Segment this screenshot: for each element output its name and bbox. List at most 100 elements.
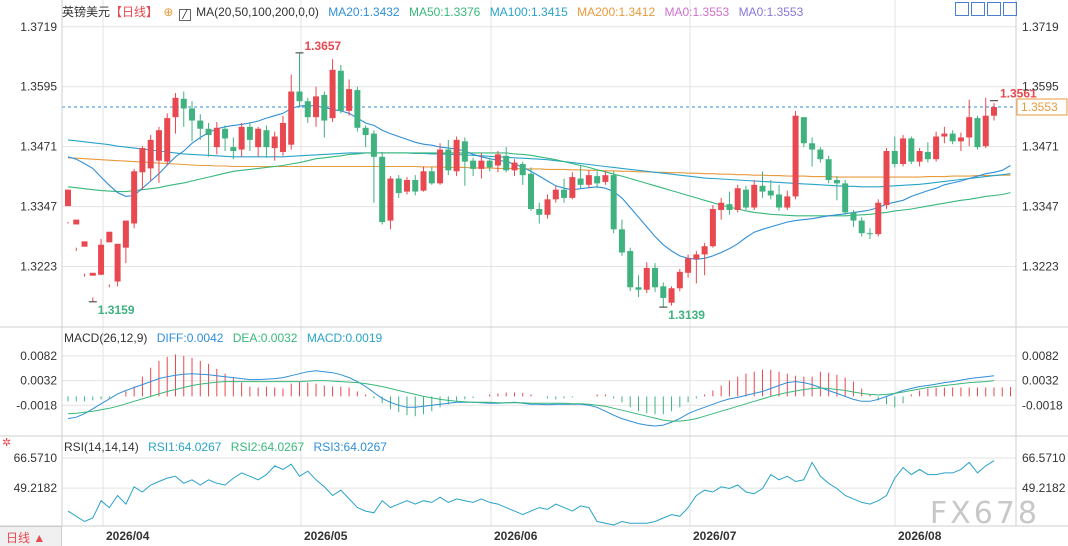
candle-body: [346, 89, 353, 111]
candle: [362, 125, 369, 148]
candle-body: [585, 175, 592, 185]
candle: [387, 176, 394, 230]
candle: [610, 171, 617, 234]
x-tick-label: 2026/05: [304, 529, 348, 543]
candle-body: [470, 160, 477, 169]
candle: [65, 189, 71, 224]
candle-body: [759, 185, 766, 192]
ma200-line: [67, 157, 1011, 178]
rsi-legend: RSI(14,14,14) RSI1:64.0267 RSI2:64.0267 …: [64, 440, 393, 454]
x-tick-label: 2026/07: [693, 529, 737, 543]
expand-icon[interactable]: [1003, 2, 1017, 16]
candle-body: [222, 128, 229, 139]
candle-body: [238, 126, 245, 150]
diff-value: DIFF:0.0042: [156, 331, 224, 345]
dea-value: DEA:0.0032: [232, 331, 298, 345]
rsi2-value: RSI2:64.0267: [230, 440, 305, 454]
candle: [354, 86, 361, 132]
candle: [957, 132, 964, 151]
candle-body: [569, 177, 576, 198]
candle-body: [866, 233, 873, 235]
candle: [800, 117, 807, 148]
candle: [726, 191, 733, 215]
period-label[interactable]: 【日线】: [110, 5, 159, 19]
candle-body: [742, 189, 749, 208]
x-tick-label: 2026/08: [898, 529, 942, 543]
current-price-label: 1.3553: [1021, 100, 1058, 114]
candle: [643, 262, 650, 294]
candle-body: [767, 190, 774, 196]
candle: [966, 99, 973, 147]
candle-body: [618, 229, 625, 253]
candle-body: [155, 130, 162, 161]
period-tab[interactable]: 日线 ▲: [0, 526, 62, 546]
annotation-label: 1.3139: [668, 308, 705, 322]
candle-body: [461, 141, 468, 162]
candle-body: [966, 117, 973, 138]
candle: [321, 91, 328, 138]
candle: [461, 137, 468, 186]
price-tick-left: 1.3223: [20, 260, 57, 274]
candle: [296, 52, 303, 108]
candle: [428, 167, 435, 185]
diff-line: [67, 370, 995, 427]
candle: [337, 64, 344, 114]
candle: [131, 168, 138, 229]
candle-body: [511, 162, 518, 171]
symbol-name: 英镑美元: [62, 5, 111, 19]
candle: [222, 125, 229, 151]
candle-body: [726, 204, 733, 210]
macd-tick-right: 0.0032: [1022, 374, 1059, 388]
candle: [734, 184, 741, 213]
settings-icon[interactable]: ⊕: [163, 5, 174, 19]
rsi-settings-icon[interactable]: ✲: [2, 437, 12, 449]
candle-body: [610, 175, 617, 230]
candle-body: [106, 231, 113, 243]
candle-body: [98, 244, 105, 275]
candle-body: [81, 241, 88, 247]
candle-body: [131, 171, 138, 224]
candle-body: [941, 133, 948, 137]
bar-chart-icon[interactable]: [987, 2, 1001, 16]
ma100-line: [67, 139, 1011, 188]
candle: [652, 263, 659, 293]
candle: [842, 179, 849, 215]
grid-icon[interactable]: [971, 2, 985, 16]
ma-toggle-icon[interactable]: ╱: [178, 9, 191, 21]
candle: [949, 130, 956, 145]
macd-label: MACD(26,12,9): [64, 331, 148, 345]
candle-body: [255, 128, 262, 148]
candle: [164, 113, 171, 166]
candle-body: [263, 130, 270, 148]
candle: [106, 231, 113, 288]
candle-body: [784, 196, 791, 208]
candle-body: [304, 101, 311, 118]
candle-body: [709, 208, 716, 247]
candle: [809, 137, 816, 167]
macd-tick-right: -0.0018: [1022, 398, 1063, 412]
move-icon[interactable]: [955, 2, 969, 16]
rsi-tick-left: 66.5710: [14, 451, 58, 465]
candle-body: [594, 176, 601, 184]
period-tab-label: 日线: [6, 531, 31, 545]
candle-body: [924, 151, 931, 160]
candle-body: [751, 184, 758, 208]
candle: [982, 97, 989, 149]
price-tick-right: 1.3595: [1022, 80, 1059, 94]
price-tick-right: 1.3471: [1022, 140, 1059, 154]
candle: [751, 179, 758, 210]
candle: [544, 194, 551, 219]
candle-body: [147, 139, 154, 169]
candle: [784, 190, 791, 210]
candle: [908, 136, 915, 165]
price-legend: 英镑美元【日线】 ⊕ ╱ MA(20,50,100,200,0,0) MA20:…: [62, 3, 809, 21]
candle-body: [503, 155, 510, 171]
candle-body: [279, 122, 286, 152]
candle-body: [718, 202, 725, 210]
candle: [991, 103, 997, 121]
candle-body: [776, 194, 783, 208]
candle: [759, 171, 766, 198]
candle: [155, 126, 162, 183]
candle-body: [933, 136, 940, 160]
candle-body: [875, 202, 882, 235]
